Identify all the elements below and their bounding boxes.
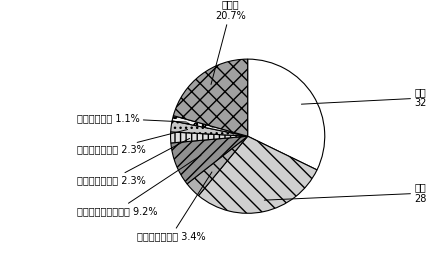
- Text: 家族の持ち家
28.8%: 家族の持ち家 28.8%: [264, 182, 426, 204]
- Text: 公社・公団住宅 2.3%: 公社・公団住宅 2.3%: [77, 138, 189, 185]
- Text: 持ち家
32.2%: 持ち家 32.2%: [301, 87, 426, 108]
- Wedge shape: [198, 136, 316, 213]
- Wedge shape: [170, 121, 247, 136]
- Text: 市営・県営住宅 2.3%: 市営・県営住宅 2.3%: [77, 130, 187, 154]
- Text: 社会復帰施設 1.1%: 社会復帰施設 1.1%: [77, 113, 186, 123]
- Text: 民間賃貸一戸建 3.4%: 民間賃貸一戸建 3.4%: [136, 172, 211, 241]
- Wedge shape: [170, 136, 247, 184]
- Text: 民間賃貸アパート等 9.2%: 民間賃貸アパート等 9.2%: [77, 155, 200, 216]
- Wedge shape: [172, 116, 247, 136]
- Wedge shape: [187, 136, 247, 196]
- Wedge shape: [173, 59, 247, 136]
- Text: その他
20.7%: その他 20.7%: [210, 0, 245, 85]
- Wedge shape: [247, 59, 324, 170]
- Wedge shape: [170, 132, 247, 143]
